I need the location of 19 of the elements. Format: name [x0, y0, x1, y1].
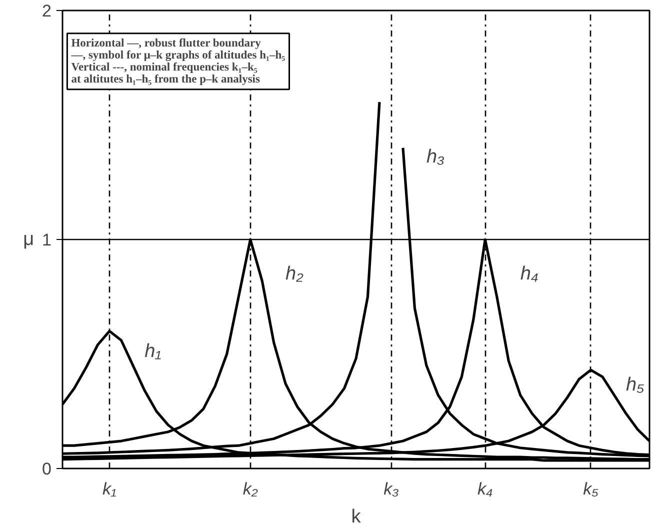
- annotation: —, symbol for μ–k graphs of altitudes h₁–h₅: [70, 49, 286, 62]
- annotation: Vertical ---, nominal frequencies k₁–k₅: [71, 61, 258, 74]
- annotation: at altitutes h₁–h₅ from the p–k analysis: [71, 73, 261, 86]
- y-tick-label: 1: [42, 230, 52, 250]
- x-tick-label: k₃: [384, 480, 400, 498]
- series-label: h₂: [286, 263, 304, 284]
- x-tick-label: k₁: [102, 480, 116, 498]
- y-tick-label: 0: [42, 460, 52, 478]
- annotation: Horizontal —, robust flutter boundary: [71, 37, 262, 50]
- series-label: h₁: [144, 341, 162, 362]
- series-label: h₅: [626, 374, 645, 396]
- y-tick-label: 2: [42, 2, 52, 20]
- x-tick-label: k₅: [583, 480, 599, 498]
- y-axis-title: μ: [23, 229, 34, 250]
- x-tick-label: k₂: [242, 480, 258, 498]
- series-label: h₃: [426, 146, 446, 168]
- series-label: h₄: [520, 263, 539, 284]
- x-tick-label: k₄: [477, 480, 493, 498]
- x-axis-title: k: [351, 506, 362, 528]
